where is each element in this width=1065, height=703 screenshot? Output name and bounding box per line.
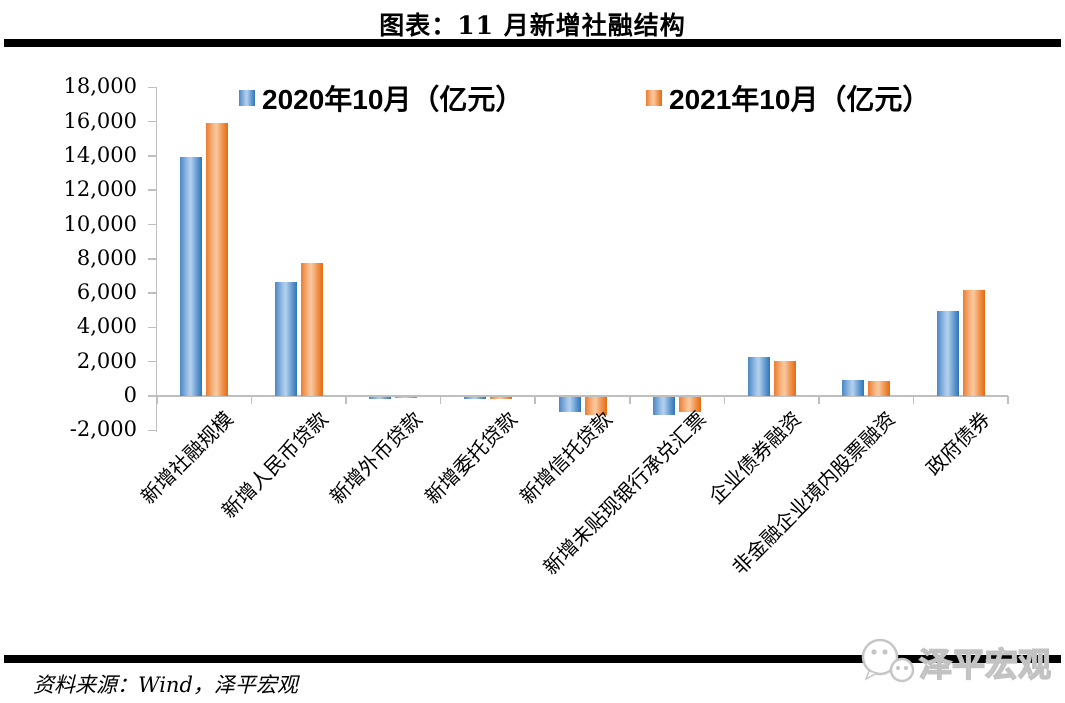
watermark-logo: 泽平宏观 [853, 633, 1063, 694]
x-tick-mark [1007, 396, 1009, 404]
y-tick-label: 16,000 [63, 108, 137, 133]
bar-2020-5 [653, 396, 676, 416]
y-tick-label: 14,000 [63, 142, 137, 167]
y-tick-mark [148, 395, 156, 397]
bar-2020-1 [274, 281, 297, 396]
bar-2020-0 [180, 156, 203, 396]
y-tick-label: 6,000 [76, 280, 137, 305]
y-tick-mark [148, 360, 156, 363]
y-tick-label: 4,000 [76, 314, 137, 339]
bar-2021-7 [868, 381, 891, 396]
legend-item-2021: 2021年10月（亿元） [646, 78, 930, 118]
watermark-text: 泽平宏观 [919, 646, 1051, 683]
y-tick-label: 0 [123, 383, 137, 407]
x-tick-mark [818, 396, 820, 404]
y-tick-mark [148, 429, 156, 432]
bar-2020-4 [558, 396, 581, 412]
x-category-label: 新增未贴现银行承兑汇票 [538, 406, 711, 580]
y-tick-label: 12,000 [63, 177, 137, 202]
y-axis-line [155, 87, 157, 432]
x-category-label: 新增委托贷款 [419, 406, 522, 509]
legend-label-2020: 2020年10月（亿元） [262, 84, 524, 115]
bar-2020-2 [369, 396, 392, 399]
x-tick-mark [250, 396, 253, 404]
x-tick-mark [912, 396, 915, 404]
bar-2021-3 [489, 396, 512, 400]
bar-2021-2 [395, 396, 418, 398]
y-tick-mark [148, 189, 156, 191]
bar-2021-5 [679, 396, 702, 412]
x-tick-mark [156, 396, 158, 404]
bar-2020-7 [842, 380, 865, 396]
y-tick-mark [148, 326, 156, 329]
y-tick-mark [148, 86, 156, 89]
y-tick-mark [148, 120, 156, 123]
y-tick-mark [148, 155, 156, 157]
legend-label-2021: 2021年10月（亿元） [669, 84, 931, 115]
y-tick-label: 2,000 [76, 348, 137, 373]
x-tick-mark [723, 396, 726, 404]
y-tick-label: -2,000 [69, 417, 137, 442]
bar-2020-6 [747, 356, 770, 396]
source-note: 资料来源：Wind，泽平宏观 [33, 673, 298, 697]
x-category-label: 非金融企业境内股票融资 [727, 406, 900, 580]
bar-2021-1 [300, 263, 323, 396]
bar-2020-3 [463, 396, 486, 400]
x-category-label: 新增外币贷款 [325, 406, 428, 509]
x-tick-mark [534, 396, 536, 404]
y-tick-label: 18,000 [63, 74, 137, 99]
x-axis-line [157, 395, 1008, 397]
legend-item-2020: 2020年10月（亿元） [239, 78, 523, 118]
legend-swatch-orange-icon [646, 90, 662, 106]
y-tick-mark [148, 292, 156, 294]
bar-2021-6 [773, 361, 796, 396]
bar-2021-4 [584, 396, 607, 415]
legend-swatch-blue-icon [239, 90, 255, 106]
chat-bubbles-logo-icon: 泽平宏观 [861, 638, 1052, 684]
x-category-label: 政府债券 [920, 406, 995, 481]
x-tick-mark [629, 396, 631, 404]
y-tick-mark [148, 223, 156, 226]
y-tick-label: 8,000 [76, 245, 137, 270]
bottom-divider-rule [4, 655, 1061, 663]
x-tick-mark [439, 396, 442, 404]
top-divider-rule [4, 39, 1061, 47]
bar-2020-8 [936, 311, 959, 396]
x-tick-mark [345, 396, 347, 404]
y-tick-label: 10,000 [63, 211, 137, 236]
page-title: 图表：11 月新增社融结构 [379, 11, 686, 40]
y-tick-mark [148, 258, 156, 260]
bar-2021-0 [206, 123, 229, 396]
bar-2021-8 [962, 290, 985, 396]
